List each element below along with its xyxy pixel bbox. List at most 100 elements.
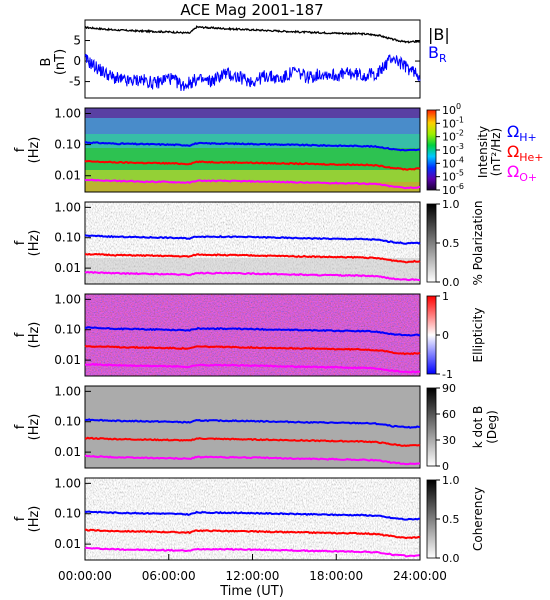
field-panel: 5 0 -5 B (nT) |B| BR <box>39 19 450 99</box>
kdotb-yunit: (Hz) <box>27 414 42 441</box>
intensity-texture <box>85 108 420 192</box>
kdotb-colorbar <box>426 387 437 467</box>
kdotb-texture <box>85 386 420 468</box>
coherency-ytick-label-2: 0.01 <box>54 537 81 551</box>
kdotb-gyro-line-0 <box>84 418 420 429</box>
polarization-gyro-line-2 <box>84 270 420 282</box>
chart-title: ACE Mag 2001-187 <box>180 1 323 19</box>
ellipticity-ytick-label-2: 0.01 <box>54 353 81 367</box>
kdotb-cbar-unit: (Deg) <box>485 410 499 444</box>
ellipticity-cbar-label: Ellipticity <box>471 308 485 363</box>
intensity-cbar-unit: (nT²/Hz) <box>489 128 503 176</box>
polarization-ytick-label-0: 1.00 <box>54 200 81 214</box>
polarization-colorbar <box>426 203 437 283</box>
kdotb-cbar-label: k dot B <box>471 406 485 448</box>
intensity-ytick-label-1: 0.10 <box>54 138 81 152</box>
coherency-cbar-tick-label-1: 0.5 <box>442 513 460 526</box>
coherency-ytick-label-0: 1.00 <box>54 476 81 490</box>
coherency-ylabel: f <box>13 516 28 521</box>
intensity-cbar-tick-label-6: 10-6 <box>442 182 464 197</box>
ellipticity-cbar-tick-label-2: -1 <box>442 368 453 381</box>
legend-bradial: BR <box>428 43 447 65</box>
ellipticity-ytick-label-0: 1.00 <box>54 292 81 306</box>
field-y-ticks: 5 0 -5 <box>69 34 420 89</box>
coherency-panel: Coherency <box>84 477 485 561</box>
kdotb-cbar-tick-label-1: 60 <box>442 408 456 421</box>
kdotb-panel: k dot B (Deg) <box>84 385 499 469</box>
ellipticity-cbar-tick-label-0: 1 <box>442 290 449 303</box>
kdotb-cbar-tick-label-3: 0 <box>442 460 449 473</box>
kdotb-gyro-line-2 <box>84 454 420 466</box>
intensity-gyro-line-1 <box>84 159 421 171</box>
ellipticity-ytick-label-1: 0.10 <box>54 323 81 337</box>
xtick-label-2: 12:00:00 <box>226 569 280 583</box>
intensity-gyro-line-2 <box>84 178 421 190</box>
ellipticity-panel: Ellipticity <box>84 293 485 377</box>
kdotb-gyro-line-1 <box>84 436 421 447</box>
polarization-gyro-line-0 <box>84 234 421 245</box>
coherency-cbar-tick-label-2: 0.0 <box>442 552 460 565</box>
ellipticity-gyro-line-1 <box>84 344 421 356</box>
coherency-yunit: (Hz) <box>27 506 42 533</box>
polarization-cbar-tick-label-1: 0.5 <box>442 237 460 250</box>
kdotb-ytick-label-0: 1.00 <box>54 384 81 398</box>
btotal-line <box>85 25 421 44</box>
coherency-gyro-line-2 <box>84 546 421 558</box>
intensity-ylabel: f <box>13 147 28 152</box>
colorbar-ticks: 10010-110-210-310-410-510-61.00.50.010-1… <box>436 102 464 565</box>
kdotb-ytick-label-2: 0.01 <box>54 445 81 459</box>
intensity-ytick-label-2: 0.01 <box>54 169 81 183</box>
polarization-cbar-tick-label-2: 0.0 <box>442 276 460 289</box>
coherency-gyro-line-1 <box>84 528 421 540</box>
ellipticity-colorbar <box>426 295 437 375</box>
field-yunit: (nT) <box>53 49 68 75</box>
polarization-gyro-line-1 <box>85 252 421 264</box>
intensity-ytick-label-0: 1.00 <box>54 106 81 120</box>
ellipticity-cbar-tick-label-1: 0 <box>442 329 449 342</box>
ellipticity-gyro-line-2 <box>85 362 421 374</box>
field-ylabel: B <box>39 58 54 67</box>
intensity-cbar-label: Intensity <box>476 126 490 178</box>
legend-btotal: |B| <box>428 25 450 44</box>
kdotb-ylabel: f <box>13 424 28 429</box>
xtick-label-3: 18:00:00 <box>309 569 363 583</box>
field-ytick-label-2: -5 <box>69 75 81 89</box>
kdotb-cbar-tick-label-2: 30 <box>442 434 456 447</box>
polarization-ytick-label-1: 0.10 <box>54 231 81 245</box>
ellipticity-gyro-line-0 <box>84 326 420 337</box>
ellipticity-texture <box>85 294 420 376</box>
ellipticity-yunit: (Hz) <box>27 322 42 349</box>
x-axis: 00:00:00 06:00:00 12:00:00 18:00:00 24:00:00 <box>58 554 447 583</box>
intensity-gyro-line-0 <box>84 141 420 152</box>
kdotb-ytick-label-1: 0.10 <box>54 415 81 429</box>
x-axis-label: Time (UT) <box>219 584 284 599</box>
polarization-yunit: (Hz) <box>27 230 42 257</box>
xtick-label-4: 24:00:00 <box>393 569 447 583</box>
field-ytick-label-0: 5 <box>73 34 81 48</box>
coherency-cbar-label: Coherency <box>471 487 485 551</box>
legend-omega-he: ΩHe+ <box>507 142 544 164</box>
coherency-colorbar <box>426 479 437 559</box>
coherency-texture <box>85 478 420 560</box>
xtick-label-0: 00:00:00 <box>58 569 112 583</box>
coherency-ytick-label-1: 0.10 <box>54 507 81 521</box>
polarization-cbar-label: % Polarization <box>471 201 485 286</box>
ellipticity-ylabel: f <box>13 332 28 337</box>
polarization-cbar-tick-label-0: 1.0 <box>442 198 460 211</box>
coherency-gyro-line-0 <box>84 510 420 521</box>
field-ytick-label-1: 0 <box>73 54 81 68</box>
kdotb-cbar-tick-label-0: 90 <box>442 382 456 395</box>
gyro-legend: ΩH+ ΩHe+ ΩO+ <box>507 122 544 184</box>
intensity-yunit: (Hz) <box>27 137 42 164</box>
xtick-label-1: 06:00:00 <box>142 569 196 583</box>
polarization-texture <box>85 202 420 284</box>
gyrofrequency-lines <box>84 141 421 558</box>
intensity-colorbar <box>426 109 437 191</box>
polarization-ylabel: f <box>13 240 28 245</box>
legend-omega-h: ΩH+ <box>507 122 537 144</box>
polarization-lower-band <box>85 258 420 284</box>
intensity-panel: Intensity (nT²/Hz) <box>84 107 503 193</box>
spectrogram-axes: 1.000.100.01f (Hz)1.000.100.01f (Hz)1.000.… <box>13 106 91 551</box>
polarization-ytick-label-2: 0.01 <box>54 261 81 275</box>
